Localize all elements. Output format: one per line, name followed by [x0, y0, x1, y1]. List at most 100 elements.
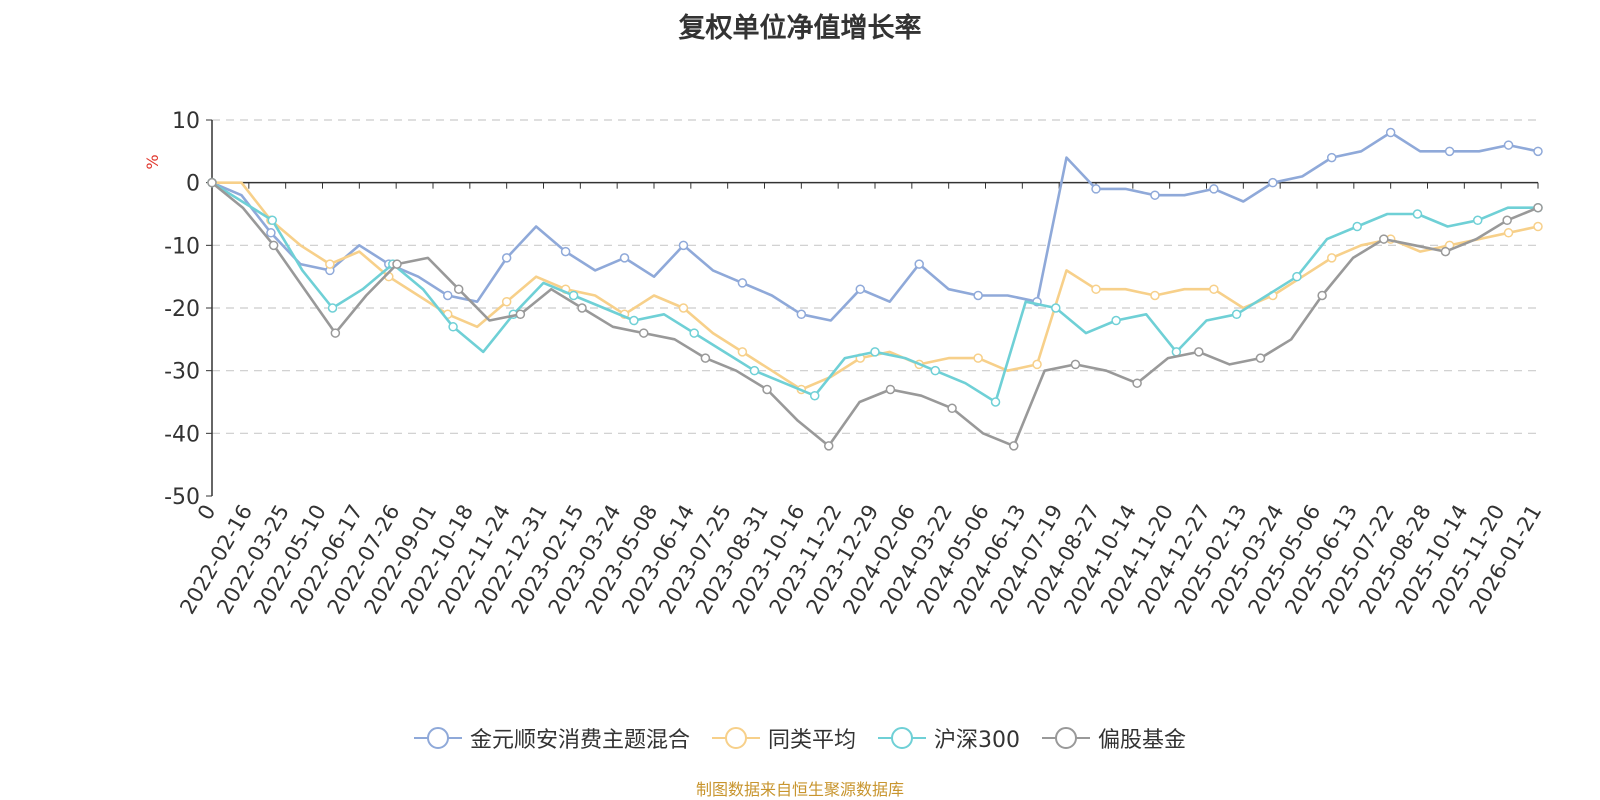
chart-legend: 金元顺安消费主题混合 同类平均 沪深300 偏股基金 — [0, 722, 1600, 754]
legend-label-category-avg: 同类平均 — [767, 728, 856, 753]
y-tick-label: -30 — [164, 360, 200, 385]
data-point — [870, 347, 880, 357]
data-point — [1533, 221, 1543, 232]
data-point — [330, 328, 341, 338]
y-tick-label: 0 — [186, 172, 200, 197]
data-point — [1326, 152, 1337, 163]
legend-label-equity-fund: 偏股基金 — [1098, 728, 1187, 753]
data-point — [1209, 184, 1219, 194]
data-point — [1091, 284, 1101, 294]
data-point — [1503, 140, 1514, 150]
data-point — [1533, 202, 1543, 213]
data-point — [1352, 221, 1362, 232]
data-point — [267, 215, 278, 226]
y-axis-label: % — [143, 154, 162, 169]
legend-label-csi300: 沪深300 — [934, 728, 1020, 753]
data-point — [1070, 359, 1081, 370]
data-point — [990, 397, 1001, 407]
data-point — [1292, 271, 1302, 282]
data-point — [930, 365, 941, 376]
chart-title: 复权单位净值增长率 — [678, 13, 922, 44]
data-point — [678, 240, 689, 251]
data-point — [448, 322, 458, 332]
data-point — [1503, 228, 1514, 238]
data-point — [515, 309, 526, 320]
data-point — [266, 228, 276, 238]
data-point — [638, 328, 649, 338]
legend-item-csi300[interactable]: 沪深300 — [878, 722, 1020, 754]
data-point — [501, 253, 512, 263]
y-tick-label: -40 — [164, 422, 200, 447]
legend-marker-fund-icon — [413, 727, 462, 749]
y-tick-label: -50 — [164, 485, 200, 510]
legend-item-equity-fund[interactable]: 偏股基金 — [1042, 722, 1186, 754]
data-point — [809, 390, 820, 401]
data-point — [1502, 215, 1512, 226]
data-point — [1091, 184, 1101, 194]
data-point — [501, 296, 512, 307]
legend-marker-equity-fund-icon — [1042, 727, 1090, 749]
data-point — [577, 303, 587, 313]
data-point — [1032, 359, 1042, 370]
data-point — [973, 290, 983, 301]
data-point — [737, 347, 748, 357]
data-point — [1255, 353, 1266, 363]
data-point — [700, 353, 711, 363]
data-point — [1379, 234, 1389, 244]
legend-item-category-avg[interactable]: 同类平均 — [711, 722, 856, 754]
data-point — [325, 259, 335, 269]
data-point — [973, 353, 983, 363]
legend-label-fund: 金元顺安消费主题混合 — [469, 728, 690, 753]
series-line-0 — [211, 131, 1539, 322]
data-point — [1009, 441, 1019, 451]
data-point — [629, 315, 639, 326]
data-point — [1051, 303, 1061, 313]
legend-marker-category-avg-icon — [711, 727, 760, 749]
data-point — [1268, 177, 1278, 188]
data-point — [207, 177, 217, 188]
data-point — [1317, 290, 1327, 301]
data-point — [855, 284, 866, 294]
series-line-1 — [212, 181, 1539, 391]
data-point — [442, 290, 453, 301]
data-point — [453, 284, 464, 294]
data-point — [1444, 146, 1455, 157]
data-point — [1326, 253, 1337, 263]
data-point — [1150, 290, 1160, 301]
data-point — [885, 384, 896, 395]
data-point — [392, 259, 402, 269]
data-point — [678, 303, 689, 313]
data-point — [1231, 309, 1242, 320]
legend-item-fund[interactable]: 金元顺安消费主题混合 — [413, 722, 690, 754]
data-point — [796, 309, 807, 320]
data-point — [568, 290, 579, 301]
data-point — [914, 259, 924, 269]
data-point — [947, 403, 957, 414]
y-tick-label: -20 — [164, 297, 200, 322]
data-point — [1209, 284, 1219, 294]
data-point — [1412, 209, 1423, 219]
data-point — [737, 278, 748, 288]
data-point — [749, 365, 760, 376]
data-point — [1132, 378, 1142, 388]
data-source-note: 制图数据来自恒生聚源数据库 — [695, 780, 904, 799]
data-point — [619, 253, 630, 263]
data-point — [327, 303, 338, 313]
data-point — [762, 384, 772, 395]
data-point — [560, 246, 571, 257]
series-line-2 — [211, 181, 1538, 404]
data-point — [689, 328, 699, 338]
data-point — [1533, 146, 1543, 157]
data-point — [268, 240, 279, 251]
data-point — [1472, 215, 1483, 226]
data-point — [823, 441, 834, 451]
data-point — [1150, 190, 1160, 200]
y-tick-label: -10 — [164, 234, 200, 259]
series-line-3 — [211, 181, 1539, 448]
data-point — [1111, 315, 1121, 326]
data-point — [1194, 347, 1204, 357]
y-tick-label: 10 — [172, 109, 200, 134]
data-point — [1440, 246, 1451, 257]
legend-marker-csi300-icon — [878, 727, 926, 749]
